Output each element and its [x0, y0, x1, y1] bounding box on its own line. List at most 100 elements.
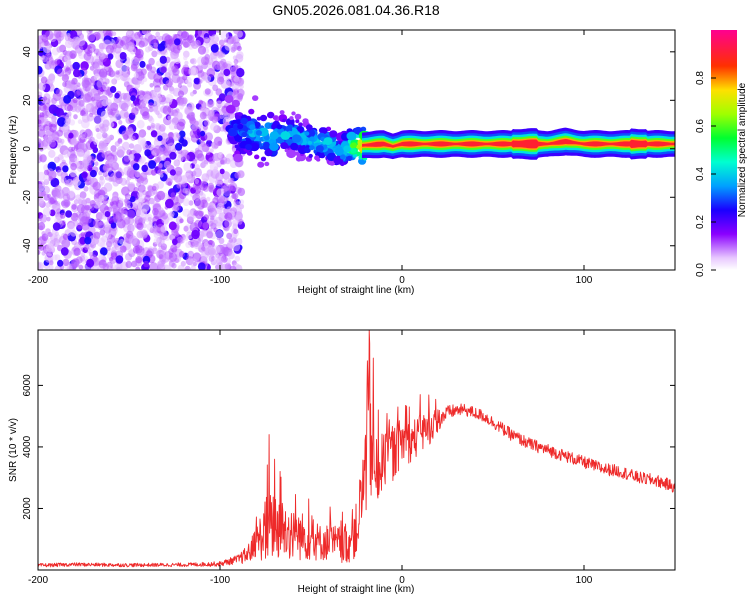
noise-dot: [122, 156, 131, 166]
noise-dot: [70, 162, 77, 171]
noise-dot: [177, 90, 185, 98]
noise-dot: [218, 39, 225, 46]
snr-panel: -200 -100 0 100 2000 4000 6000 Height of strai…: [8, 329, 676, 595]
noise-dot: [156, 191, 163, 199]
noise-dot: [229, 265, 237, 270]
noise-dot: [185, 267, 190, 270]
noise-dot: [212, 84, 219, 92]
snr-xlabel: Height of straight line (km): [298, 584, 415, 595]
noise-dot: [99, 46, 104, 52]
noise-dot: [93, 114, 103, 125]
noise-dot: [170, 244, 178, 253]
signal-dot: [269, 142, 279, 151]
noise-dot: [39, 103, 47, 112]
noise-dot: [116, 36, 121, 42]
figure-title: GN05.2026.081.04.36.R18: [272, 2, 440, 18]
signal-dot: [234, 114, 240, 119]
noise-dot: [109, 86, 117, 93]
noise-dot: [110, 252, 118, 260]
noise-dot: [216, 188, 224, 197]
noise-dot: [43, 174, 50, 182]
noise-dot: [136, 119, 145, 129]
noise-dot: [215, 100, 223, 108]
noise-dot: [185, 241, 192, 248]
noise-dot: [171, 262, 177, 269]
noise-dot: [205, 75, 212, 82]
noise-dot: [223, 179, 229, 185]
noise-dot: [44, 137, 52, 146]
noise-dot: [97, 102, 103, 108]
colorbar-tick-label: 0.6: [695, 119, 706, 133]
noise-dot: [39, 214, 48, 223]
noise-dot: [115, 255, 124, 264]
noise-dot: [181, 66, 190, 76]
colorbar-tick-label: 0.8: [695, 71, 706, 85]
noise-dot: [119, 52, 127, 60]
noise-dot: [98, 68, 108, 78]
colorbar-tick-label: 0.0: [695, 263, 706, 277]
noise-dot: [208, 247, 217, 257]
signal-dot: [315, 145, 324, 153]
noise-dot: [155, 110, 160, 116]
noise-dot: [62, 165, 69, 173]
noise-dot: [154, 156, 161, 163]
noise-dot: [62, 258, 70, 267]
noise-dot: [135, 35, 139, 40]
noise-dot: [128, 235, 138, 245]
signal-dot: [248, 129, 253, 134]
noise-dot: [146, 125, 151, 131]
noise-dot: [89, 169, 97, 178]
spectrogram-frame: [37, 29, 676, 271]
noise-dot: [151, 104, 159, 112]
noise-dot: [126, 149, 132, 156]
noise-dot: [186, 102, 195, 112]
noise-dot: [203, 33, 210, 39]
noise-dot: [38, 261, 44, 270]
noise-dot: [194, 178, 200, 184]
noise-dot: [206, 150, 211, 156]
noise-dot: [108, 159, 116, 167]
noise-dot: [153, 237, 160, 245]
noise-dot: [194, 164, 200, 171]
noise-dot: [49, 260, 54, 266]
signal-dot: [264, 148, 273, 157]
noise-dot: [43, 96, 48, 101]
noise-dot: [63, 149, 71, 158]
noise-dot: [63, 95, 72, 104]
noise-dot: [200, 229, 208, 237]
noise-dot: [84, 166, 89, 172]
noise-dot: [48, 104, 58, 114]
noise-dot: [208, 239, 213, 246]
noise-dot: [125, 260, 133, 269]
noise-dot: [206, 196, 211, 202]
noise-dot: [176, 183, 182, 189]
noise-dot: [224, 212, 233, 221]
noise-dot: [218, 237, 225, 245]
noise-dot: [47, 75, 55, 84]
noise-dot: [133, 186, 139, 193]
noise-dot: [193, 167, 202, 178]
snr-ylabel: SNR (10 * v/v): [8, 418, 19, 482]
noise-dot: [139, 139, 147, 147]
signal-dot: [286, 149, 297, 159]
noise-dot: [136, 230, 144, 239]
noise-dot: [125, 179, 130, 185]
noise-dot: [162, 254, 170, 263]
noise-dot: [105, 98, 112, 106]
noise-dot: [99, 178, 106, 185]
noise-dot: [115, 113, 122, 121]
noise-dot: [79, 236, 87, 245]
noise-dot: [200, 193, 206, 199]
noise-dot: [227, 177, 233, 184]
noise-dot: [151, 247, 158, 255]
noise-dot: [102, 171, 109, 178]
noise-dot: [181, 139, 188, 147]
noise-dot: [100, 110, 109, 119]
noise-dot: [215, 30, 221, 33]
noise-dot: [62, 233, 69, 240]
y-tick-label: 20: [22, 94, 33, 106]
noise-dot: [68, 132, 74, 139]
signal-dot: [340, 154, 346, 160]
noise-dot: [234, 198, 239, 203]
